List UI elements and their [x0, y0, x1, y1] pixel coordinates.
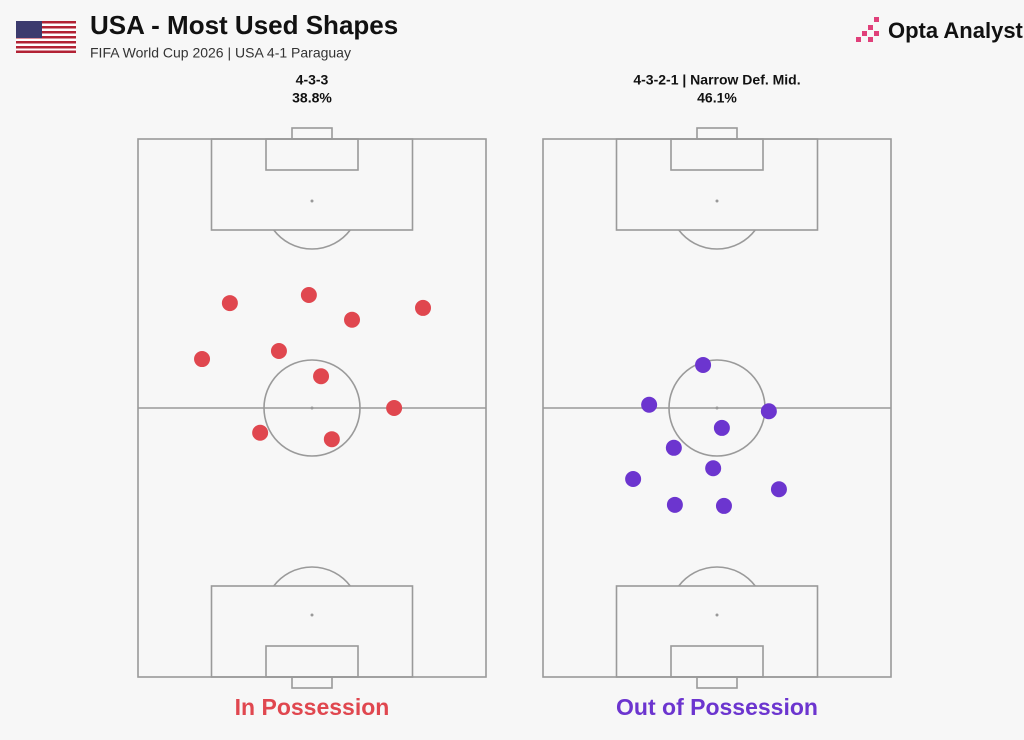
brand: Opta Analyst [888, 18, 1024, 43]
goal [291, 676, 333, 689]
penalty-box [210, 138, 414, 231]
six-yard-box [265, 645, 359, 678]
six-yard-box [670, 645, 764, 678]
player-dot [665, 439, 682, 456]
penalty-box [615, 138, 819, 231]
player-dot [715, 497, 732, 514]
player-dot [625, 471, 642, 488]
player-dot [641, 396, 658, 413]
caption: In Possession [235, 694, 390, 720]
centre-circle [263, 359, 361, 457]
player-dot [415, 299, 432, 316]
player-dot [313, 368, 330, 385]
goal [696, 127, 738, 140]
title: USA - Most Used Shapes [90, 10, 398, 40]
player-dot [194, 351, 211, 368]
player-dot [221, 295, 238, 312]
player-dot [344, 311, 361, 328]
centre-spot [310, 406, 314, 410]
player-dot [323, 431, 340, 448]
subtitle: FIFA World Cup 2026 | USA 4-1 Paraguay [90, 45, 351, 61]
player-dot [300, 287, 317, 304]
formation: 4-3-3 [296, 72, 329, 88]
flag [16, 21, 76, 53]
centre-spot [715, 406, 719, 410]
penalty-box [210, 585, 414, 678]
penalty-spot [310, 199, 314, 203]
goal [291, 127, 333, 140]
penalty-box [615, 585, 819, 678]
penalty-arc [678, 229, 756, 250]
six-yard-box [265, 138, 359, 171]
penalty-spot [715, 613, 719, 617]
player-dot [713, 419, 730, 436]
player-dot [386, 400, 403, 416]
penalty-arc [273, 229, 351, 250]
penalty-spot [310, 613, 314, 617]
penalty-arc [678, 566, 756, 587]
player-dot [705, 460, 722, 477]
player-dot [270, 342, 287, 359]
share-label: 38.8% [292, 90, 332, 106]
player-dot [666, 496, 683, 513]
caption: Out of Possession [616, 694, 818, 720]
formation: 4-3-2-1 | Narrow Def. Mid. [633, 72, 800, 88]
share-label: 46.1% [697, 90, 737, 106]
player-dot [695, 356, 712, 373]
six-yard-box [670, 138, 764, 171]
goal [696, 676, 738, 689]
player-dot [252, 424, 269, 441]
penalty-arc [273, 566, 351, 587]
brand-logo [856, 17, 879, 42]
penalty-spot [715, 199, 719, 203]
player-dot [760, 403, 777, 420]
player-dot [770, 481, 787, 498]
